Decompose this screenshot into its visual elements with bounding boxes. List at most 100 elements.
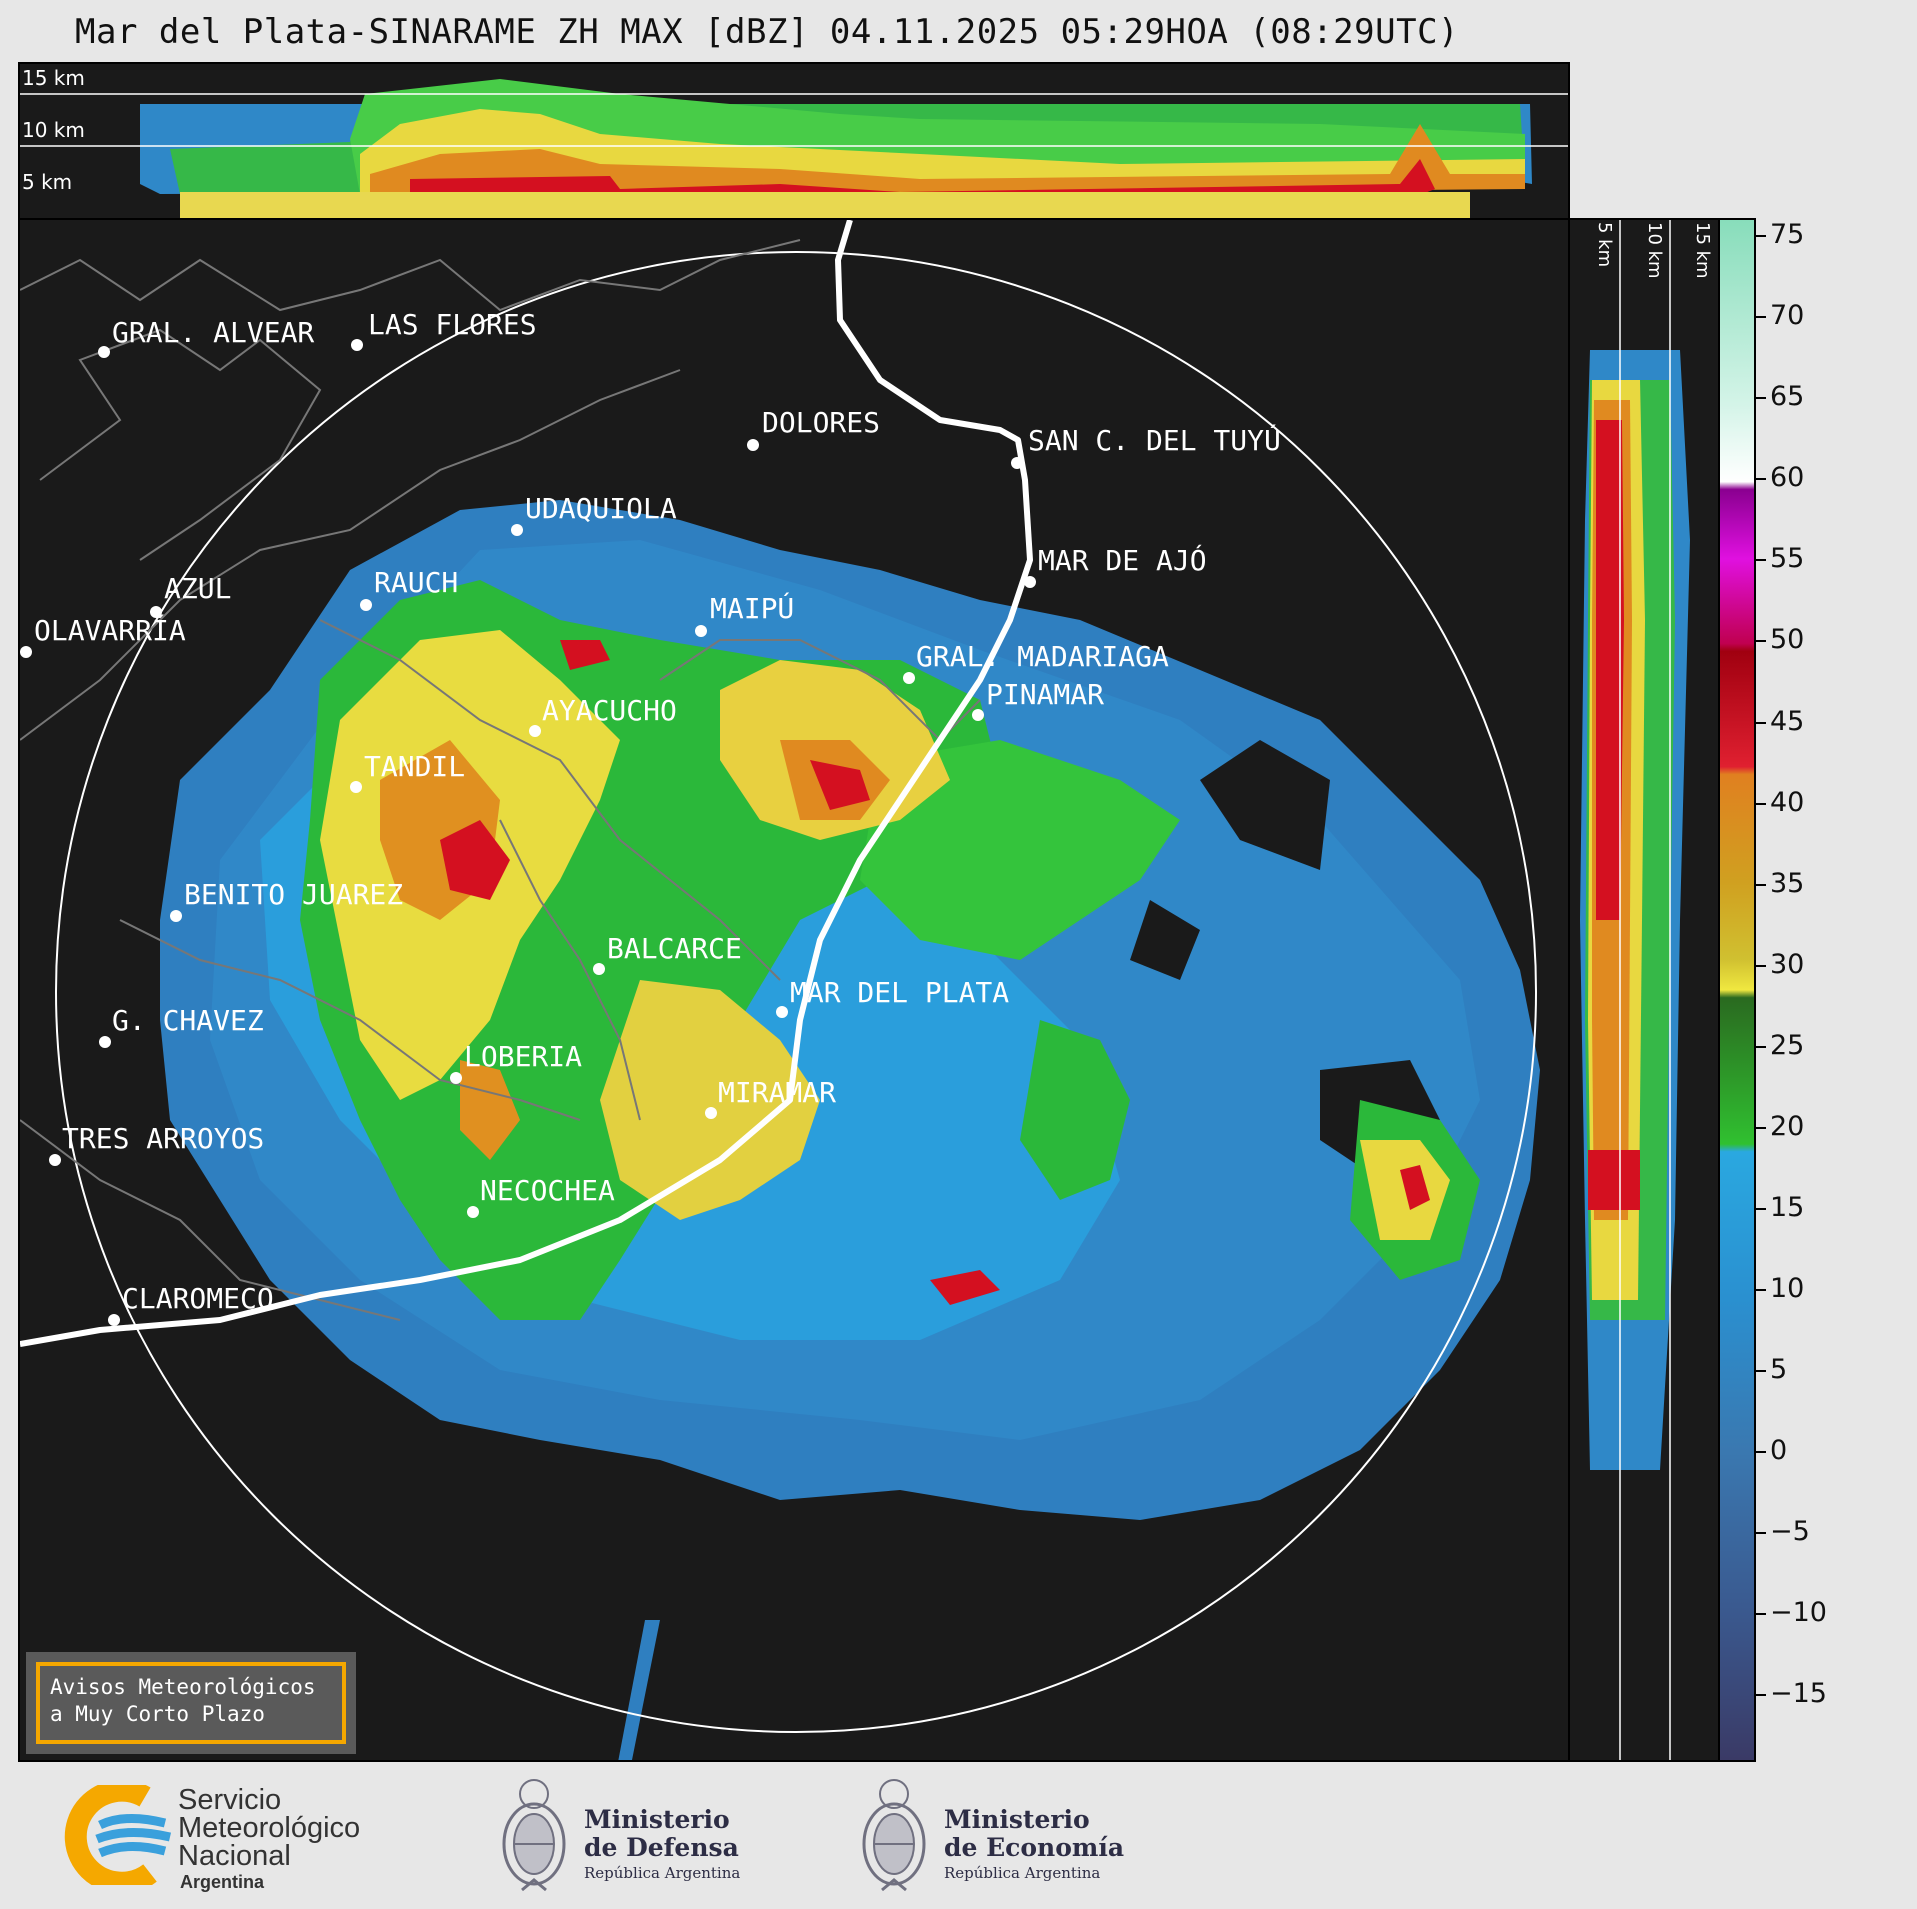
city-dot [49,1154,61,1166]
colorbar-tick [1756,1126,1766,1129]
city-dot [350,781,362,793]
side-alt-label-5km: 5 km [1594,222,1615,268]
side-cross-section-echoes [1580,220,1690,1760]
economia-line3: República Argentina [944,1864,1101,1882]
colorbar-tick [1756,397,1766,400]
avisos-line1: Avisos Meteorológicos [50,1675,316,1699]
colorbar-tick [1756,235,1766,238]
city-dot [450,1072,462,1084]
colorbar-tick [1756,559,1766,562]
city-label-gral-alvear: GRAL. ALVEAR [112,316,315,349]
city-dot [150,606,162,618]
colorbar-tick-label: 30 [1770,948,1805,980]
colorbar-tick-label: 25 [1770,1029,1805,1061]
colorbar-tick [1756,478,1766,481]
escudo-economia-icon [862,1779,926,1892]
colorbar-tick [1756,640,1766,643]
city-dot [529,725,541,737]
city-dot [99,1036,111,1048]
colorbar-tick-label: 20 [1770,1110,1805,1142]
city-label-gral-madariaga: GRAL. MADARIAGA [916,640,1169,673]
colorbar-tick [1756,964,1766,967]
colorbar-tick [1756,1532,1766,1535]
colorbar-tick-label: 35 [1770,867,1805,899]
colorbar-tick [1756,802,1766,805]
city-label-dolores: DOLORES [762,406,881,439]
alt-label-5km: 5 km [22,170,73,194]
side-cross-section-panel: 5 km 10 km 15 km [1568,218,1721,1762]
city-label-azul: AZUL [164,572,232,605]
city-dot [903,672,915,684]
radar-echoes-layer [20,220,1540,1760]
colorbar-tick-label: 50 [1770,624,1805,656]
city-dot [593,963,605,975]
escudo-defensa-icon [502,1779,566,1892]
top-cross-section-echoes [20,79,1568,218]
colorbar-tick [1756,1207,1766,1210]
city-label-mar-del-plata: MAR DEL PLATA [790,976,1010,1009]
colorbar-tick [1756,1288,1766,1291]
colorbar-tick [1756,1694,1766,1697]
city-label-claromeco: CLAROMECO [122,1282,274,1315]
colorbar-tick-label: 15 [1770,1191,1805,1223]
city-dot [98,346,110,358]
colorbar-tick-label: 5 [1770,1353,1788,1385]
economia-line1: Ministerio [944,1805,1090,1834]
colorbar-tick [1756,1451,1766,1453]
colorbar-tick-label: −5 [1770,1516,1810,1548]
colorbar-tick-label: 55 [1770,543,1805,575]
colorbar-tick-label: −10 [1770,1597,1827,1629]
colorbar-gradient [1720,220,1754,1760]
page-title: Mar del Plata-SINARAME ZH MAX [dBZ] 04.1… [75,12,1460,52]
city-label-olavarria: OLAVARRÍA [34,614,186,647]
colorbar-tick [1756,1613,1766,1616]
alt-label-10km: 10 km [22,118,85,142]
smn-line2: Meteorológico [178,1812,361,1844]
colorbar-tick [1756,721,1766,724]
city-dot [360,599,372,611]
city-dot [20,646,32,658]
colorbar-tick-label: 65 [1770,381,1805,413]
city-label-rauch: RAUCH [374,566,459,599]
city-label-balcarce: BALCARCE [607,932,742,965]
city-label-benito-juarez: BENITO JUAREZ [184,878,404,911]
avisos-line2: a Muy Corto Plazo [50,1702,265,1726]
city-dot [511,524,523,536]
dbz-colorbar [1718,218,1756,1762]
colorbar-tick [1756,1369,1766,1372]
colorbar-tick [1756,1045,1766,1048]
smn-logo-icon [64,1785,172,1885]
top-cross-section-panel: 15 km 10 km 5 km [18,62,1570,220]
alt-label-15km: 15 km [22,66,85,90]
colorbar-tick-label: −15 [1770,1678,1827,1710]
city-dot [695,625,707,637]
city-label-udaquiola: UDAQUIOLA [525,492,677,525]
city-label-necochea: NECOCHEA [480,1174,615,1207]
city-dot [1011,457,1023,469]
city-dot [972,709,984,721]
city-label-tres-arroyos: TRES ARROYOS [62,1122,265,1155]
colorbar-tick-label: 60 [1770,462,1805,494]
avisos-badge-border: Avisos Meteorológicos a Muy Corto Plazo [36,1662,346,1744]
colorbar-tick-label: 45 [1770,705,1805,737]
smn-line3: Nacional [178,1840,291,1872]
city-label-mar-de-ajo: MAR DE AJÓ [1038,544,1207,577]
economia-line2: de Economía [944,1833,1125,1862]
city-label-las-flores: LAS FLORES [368,308,537,341]
city-label-tandil: TANDIL [364,750,466,783]
city-dot [108,1314,120,1326]
colorbar-tick-label: 0 [1770,1435,1788,1466]
city-label-maipu: MAIPÚ [710,592,795,625]
avisos-badge[interactable]: Avisos Meteorológicos a Muy Corto Plazo [26,1652,356,1754]
radar-map[interactable]: GRAL. ALVEAR LAS FLORES DOLORES SAN C. D… [18,218,1570,1762]
colorbar-tick-label: 40 [1770,786,1805,818]
city-label-miramar: MIRAMAR [718,1076,837,1109]
side-alt-label-15km: 15 km [1692,222,1713,279]
defensa-line2: de Defensa [584,1833,739,1862]
city-dot [351,339,363,351]
smn-line1: Servicio [178,1784,282,1816]
smn-line4: Argentina [180,1872,265,1892]
colorbar-tick [1756,316,1766,319]
colorbar-tick-label: 75 [1770,219,1805,251]
city-dot [705,1107,717,1119]
